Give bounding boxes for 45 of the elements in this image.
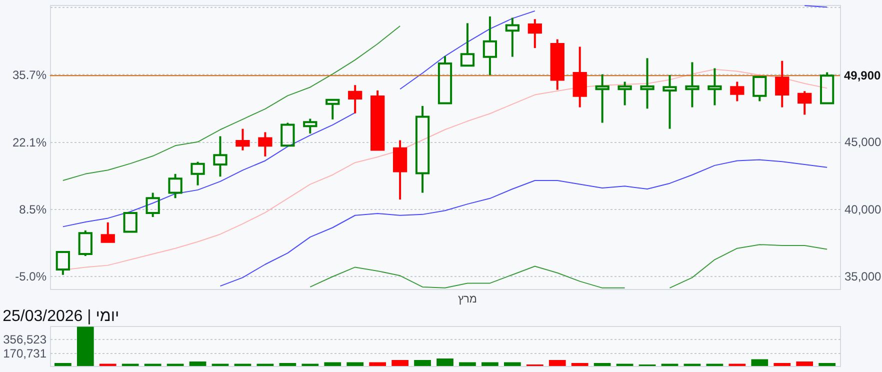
candlestick [415,104,430,194]
line-series [62,25,401,182]
line-series [220,159,828,287]
candlestick [640,57,654,110]
candlestick [662,74,677,130]
bar [414,360,431,366]
candlestick [482,15,498,76]
bar [189,361,206,366]
bar [751,359,768,366]
bar [548,360,566,366]
bar [818,362,836,366]
bar [392,360,408,366]
bar [571,362,588,366]
candlestick [258,131,272,158]
bar [796,361,814,366]
bar [774,362,791,366]
bar [369,362,386,366]
y2-tick-label: 22.1% [12,135,47,150]
bar [54,362,72,366]
candlestick [685,61,700,108]
bar [346,362,364,366]
bar [279,362,296,366]
bar [482,362,498,366]
y-tick-label: 40,000 [844,202,882,216]
y2-tick-label: 8.5% [19,202,47,217]
y-tick-label: 35,000 [844,270,882,284]
bar [459,362,476,366]
bar [76,326,94,366]
bar [504,362,521,366]
ref-line-label: 49,900 [844,68,882,83]
candlestick [572,46,587,108]
y-tick-label: 170,731 [3,346,47,361]
candlestick [213,135,228,178]
candlestick [775,60,790,108]
y-tick-label: 356,523 [3,332,47,347]
y2-tick-label: -5.0% [15,270,47,284]
chart-title: יומי | 25/03/2026 [2,308,120,325]
bar [324,362,342,366]
bar [594,362,611,366]
candlestick [708,67,722,106]
y-tick-label: 45,000 [844,135,882,150]
x-tick-label: מרץ [458,294,477,306]
bar [436,358,454,366]
candlestick [595,73,610,124]
y2-tick-label: 35.7% [12,68,47,82]
